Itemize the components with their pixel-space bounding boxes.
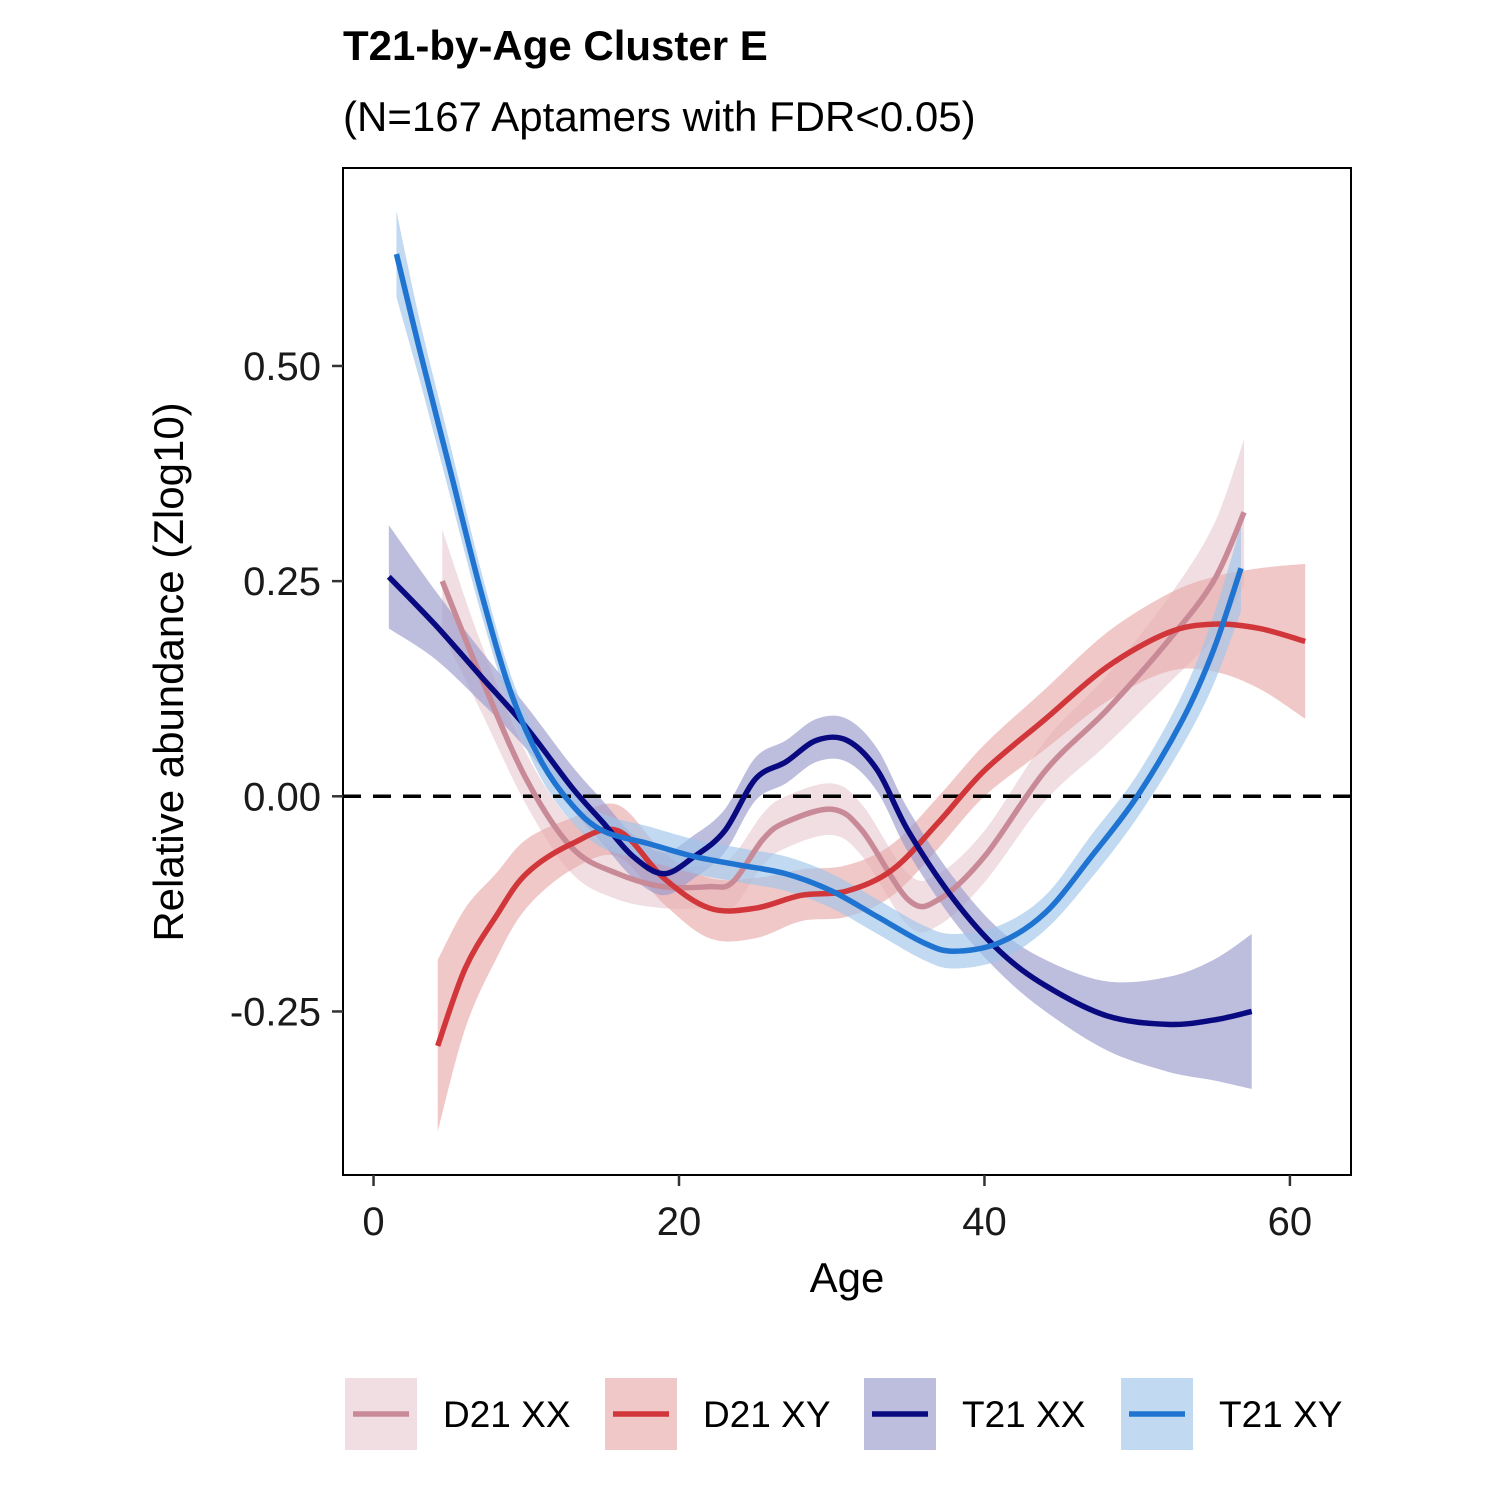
y-tick-label: 0.25 xyxy=(243,560,321,604)
series-line-t21-xx xyxy=(386,574,1253,1028)
legend-label-d21-xx: D21 XX xyxy=(443,1394,571,1435)
ci-band-d21-xy xyxy=(437,563,1306,1132)
y-tick-label: 0.00 xyxy=(243,775,321,819)
x-axis: 0 20 40 60 xyxy=(362,1175,1312,1244)
legend: D21 XX D21 XY T21 XX T21 XY xyxy=(345,1378,1342,1450)
chart-subtitle: (N=167 Aptamers with FDR<0.05) xyxy=(343,93,976,140)
y-axis-title: Relative abundance (Zlog10) xyxy=(145,402,192,941)
legend-label-d21-xy: D21 XY xyxy=(703,1394,831,1435)
ci-band-d21-xx xyxy=(442,439,1245,933)
x-axis-title: Age xyxy=(810,1254,885,1301)
legend-label-t21-xy: T21 XY xyxy=(1219,1394,1342,1435)
x-tick-label: 0 xyxy=(362,1200,384,1244)
series-line-d21-xx xyxy=(439,511,1247,910)
y-axis: -0.25 0.00 0.25 0.50 xyxy=(230,345,343,1034)
x-tick-label: 40 xyxy=(962,1200,1007,1244)
series-line-d21-xy xyxy=(435,621,1306,1047)
legend-label-t21-xx: T21 XX xyxy=(962,1394,1085,1435)
x-tick-label: 60 xyxy=(1268,1200,1313,1244)
series-line-t21-xy xyxy=(393,253,1244,954)
plot-area xyxy=(343,211,1351,1132)
plot-border xyxy=(342,167,1352,1176)
chart-title: T21-by-Age Cluster E xyxy=(343,22,768,69)
y-tick-label: 0.50 xyxy=(243,345,321,389)
x-tick-label: 20 xyxy=(657,1200,702,1244)
ci-band-t21-xx xyxy=(388,525,1252,1089)
y-tick-label: -0.25 xyxy=(230,990,321,1034)
